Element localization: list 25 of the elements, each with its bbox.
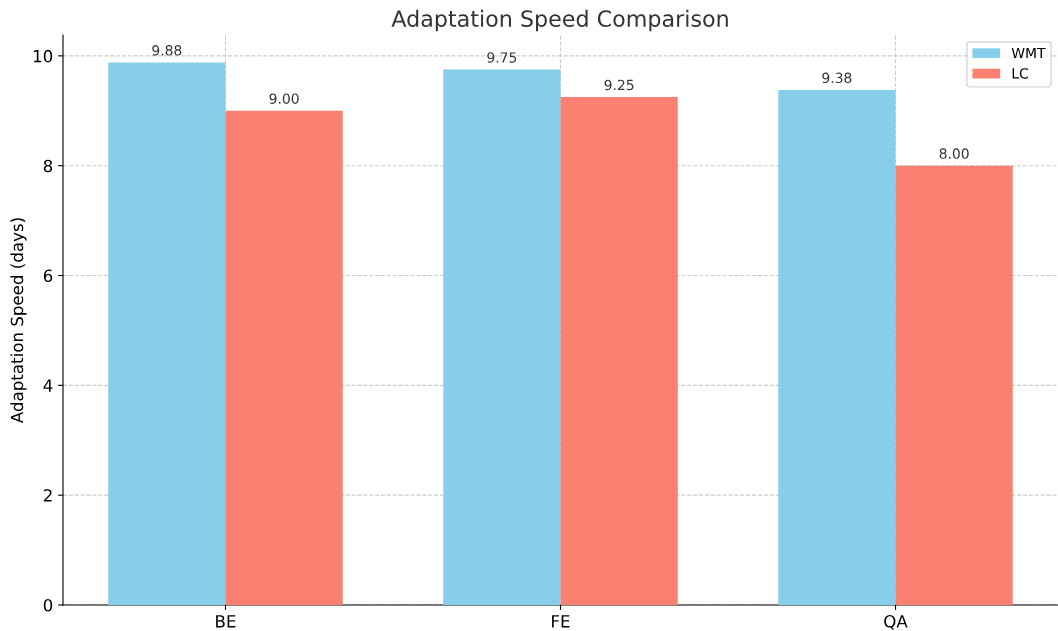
bar — [443, 69, 561, 605]
data-label: 9.25 — [604, 79, 634, 91]
legend-label: LC — [1012, 68, 1028, 79]
bar — [895, 165, 1013, 605]
x-tick-label: BE — [216, 615, 236, 628]
data-label: 9.00 — [269, 93, 299, 104]
y-tick-label: 10 — [33, 49, 53, 63]
bar — [560, 97, 678, 605]
bar — [225, 110, 343, 605]
data-label: 9.88 — [152, 45, 182, 56]
legend-label: WMT — [1011, 47, 1046, 59]
bar — [108, 62, 226, 605]
x-tick-label: FE — [552, 615, 570, 628]
data-label: 9.75 — [487, 52, 517, 63]
x-tick-label: QA — [884, 615, 908, 630]
y-tick-label: 2 — [43, 489, 52, 502]
y-tick-label: 4 — [43, 379, 53, 392]
data-label: 8.00 — [939, 148, 969, 159]
bar — [778, 89, 896, 605]
data-label: 9.38 — [822, 72, 852, 84]
y-tick-label: 8 — [43, 159, 53, 173]
y-tick-label: 6 — [43, 269, 53, 283]
y-axis-title: Adaptation Speed (days) — [10, 218, 27, 424]
chart-title: Adaptation Speed Comparison — [391, 9, 728, 32]
y-tick-label: 0 — [43, 598, 53, 612]
